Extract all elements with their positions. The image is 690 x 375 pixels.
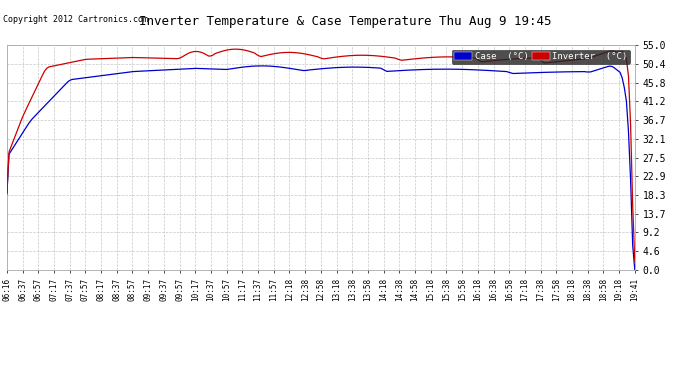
Text: Copyright 2012 Cartronics.com: Copyright 2012 Cartronics.com: [3, 15, 148, 24]
Text: Inverter Temperature & Case Temperature Thu Aug 9 19:45: Inverter Temperature & Case Temperature …: [139, 15, 551, 28]
Legend: Case  (°C), Inverter  (°C): Case (°C), Inverter (°C): [452, 50, 630, 64]
